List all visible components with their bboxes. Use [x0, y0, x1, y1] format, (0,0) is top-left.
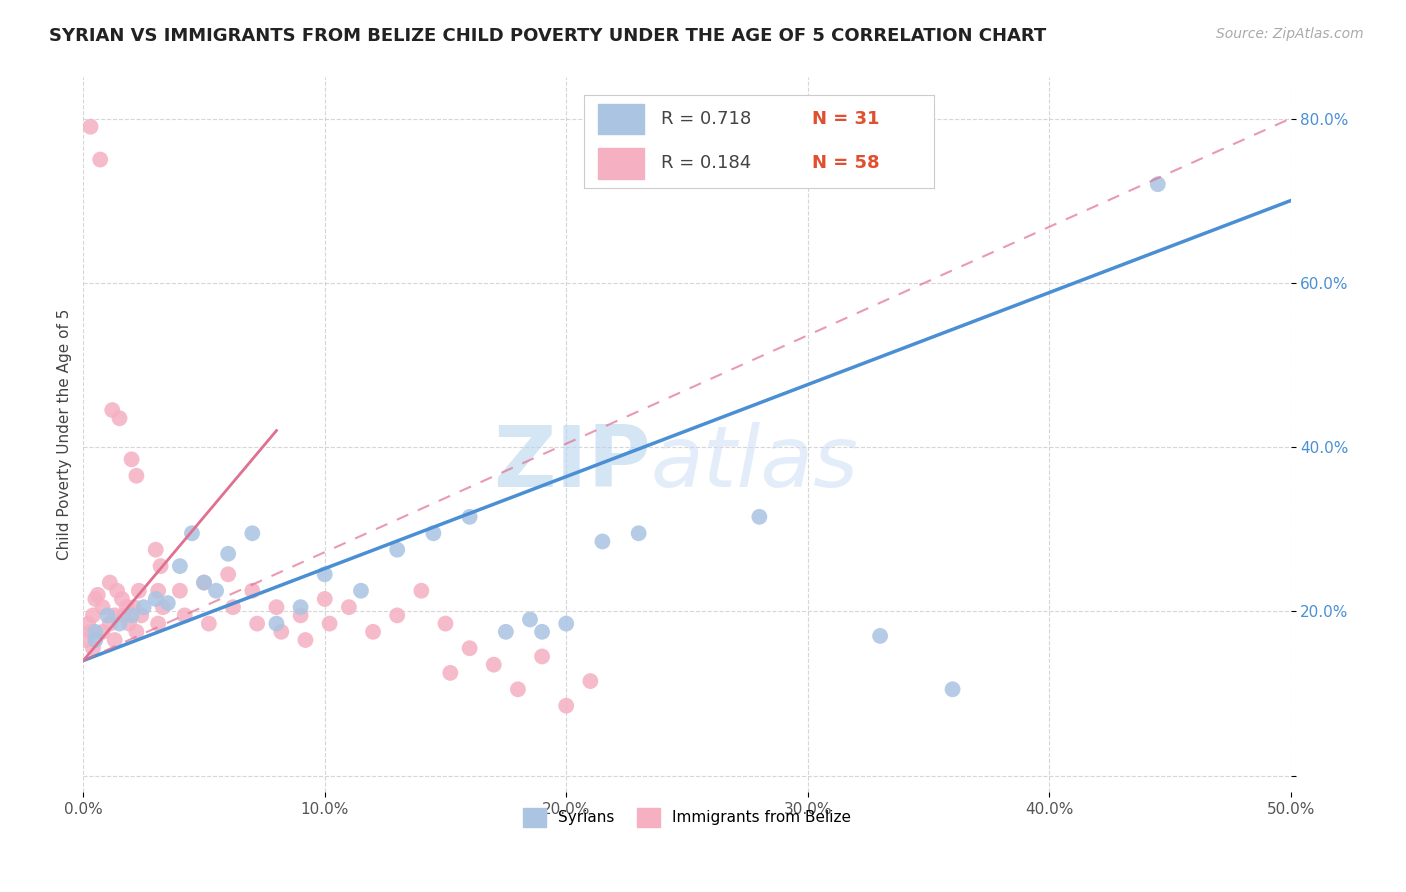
Point: [111, 591, 134, 606]
Point: [84, 591, 107, 606]
Point: [205, 583, 228, 598]
Point: [240, 583, 263, 598]
Legend: Syrians, Immigrants from Belize: Syrians, Immigrants from Belize: [515, 800, 859, 834]
Point: [77, 616, 100, 631]
Point: [181, 526, 204, 541]
Point: [627, 526, 650, 541]
Point: [519, 612, 541, 626]
Point: [222, 600, 245, 615]
Point: [266, 616, 288, 631]
Point: [128, 583, 150, 598]
Point: [240, 526, 263, 541]
Point: [748, 509, 770, 524]
Point: [84, 633, 107, 648]
Point: [246, 616, 269, 631]
Point: [555, 616, 578, 631]
Point: [108, 616, 131, 631]
Point: [217, 567, 239, 582]
Point: [198, 616, 221, 631]
Point: [941, 682, 963, 697]
Point: [193, 575, 215, 590]
Point: [82, 641, 104, 656]
Point: [149, 559, 172, 574]
Text: Source: ZipAtlas.com: Source: ZipAtlas.com: [1216, 27, 1364, 41]
Point: [79, 120, 101, 134]
Point: [87, 588, 110, 602]
Point: [115, 600, 138, 615]
Point: [105, 583, 128, 598]
Point: [290, 600, 312, 615]
Point: [458, 641, 481, 656]
Point: [318, 616, 340, 631]
Point: [104, 608, 127, 623]
Point: [1146, 178, 1168, 192]
Point: [145, 542, 167, 557]
Point: [217, 547, 239, 561]
Point: [869, 629, 891, 643]
Point: [531, 649, 554, 664]
Point: [125, 468, 148, 483]
Point: [458, 509, 481, 524]
Point: [112, 608, 135, 623]
Text: ZIP: ZIP: [494, 422, 651, 505]
Point: [122, 600, 145, 615]
Point: [337, 600, 360, 615]
Point: [84, 624, 107, 639]
Point: [314, 591, 336, 606]
Point: [555, 698, 578, 713]
Point: [75, 633, 97, 648]
Point: [439, 665, 461, 680]
Point: [89, 153, 111, 167]
Point: [91, 600, 114, 615]
Point: [101, 403, 124, 417]
Y-axis label: Child Poverty Under the Age of 5: Child Poverty Under the Age of 5: [58, 309, 72, 560]
Point: [121, 608, 143, 623]
Point: [91, 624, 114, 639]
Point: [482, 657, 505, 672]
Point: [82, 608, 104, 623]
Point: [193, 575, 215, 590]
Point: [434, 616, 457, 631]
Point: [531, 624, 554, 639]
Point: [156, 596, 179, 610]
Point: [118, 616, 141, 631]
Text: atlas: atlas: [651, 422, 859, 505]
Point: [385, 542, 408, 557]
Point: [270, 624, 292, 639]
Point: [145, 591, 167, 606]
Point: [98, 575, 121, 590]
Point: [121, 452, 143, 467]
Point: [108, 411, 131, 425]
Point: [104, 633, 127, 648]
Point: [422, 526, 444, 541]
Point: [591, 534, 613, 549]
Point: [314, 567, 336, 582]
Point: [290, 608, 312, 623]
Point: [294, 633, 316, 648]
Point: [350, 583, 373, 598]
Text: SYRIAN VS IMMIGRANTS FROM BELIZE CHILD POVERTY UNDER THE AGE OF 5 CORRELATION CH: SYRIAN VS IMMIGRANTS FROM BELIZE CHILD P…: [49, 27, 1046, 45]
Point: [129, 608, 152, 623]
Point: [132, 600, 155, 615]
Point: [125, 624, 148, 639]
Point: [169, 559, 191, 574]
Point: [411, 583, 433, 598]
Point: [169, 583, 191, 598]
Point: [146, 616, 169, 631]
Point: [506, 682, 529, 697]
Point: [146, 583, 169, 598]
Point: [152, 600, 174, 615]
Point: [98, 616, 121, 631]
Point: [361, 624, 384, 639]
Point: [96, 608, 118, 623]
Point: [79, 624, 101, 639]
Point: [266, 600, 288, 615]
Point: [173, 608, 195, 623]
Point: [385, 608, 408, 623]
Point: [495, 624, 517, 639]
Point: [579, 674, 602, 689]
